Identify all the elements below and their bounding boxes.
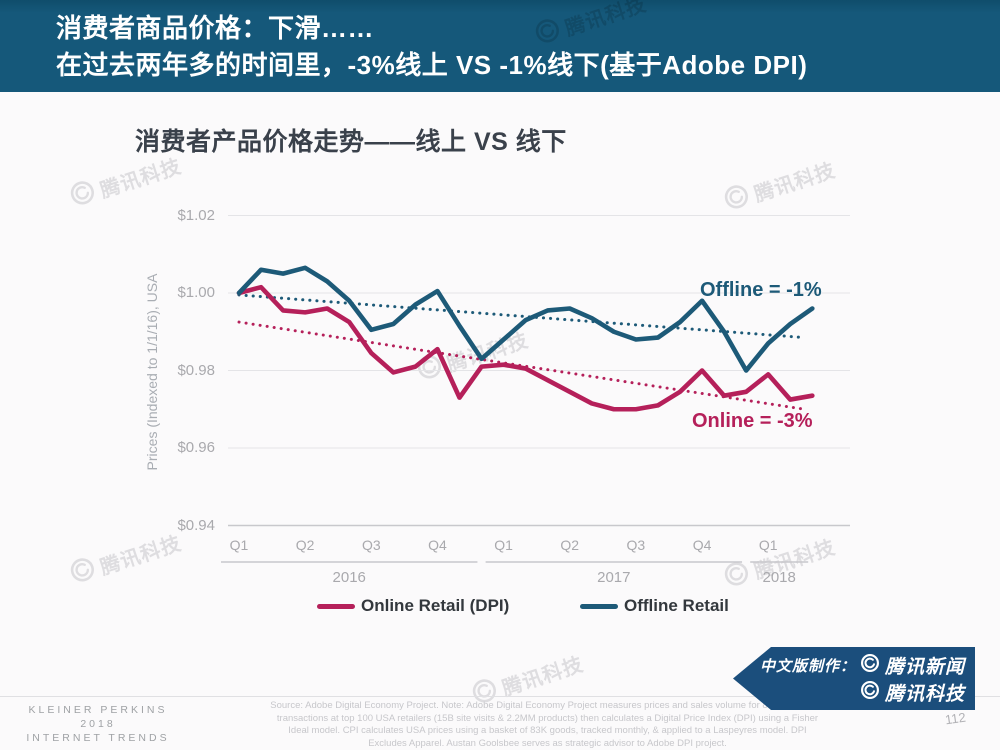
source-line: Excludes Apparel. Austan Goolsbee serves… [368, 737, 727, 749]
x-year-label: 2018 [762, 569, 796, 586]
y-tick-label: $0.96 [177, 439, 215, 456]
x-year-label: 2016 [332, 569, 366, 586]
legend-swatch [580, 603, 618, 609]
source-line: Source: Adobe Digital Economy Project. N… [270, 700, 825, 711]
trendline [237, 320, 806, 411]
header-banner: 消费者商品价格：下滑…… 在过去两年多的时间里，-3%线上 VS -1%线下(基… [0, 0, 1000, 92]
legend-label: Offline Retail [624, 596, 729, 615]
ribbon-tencent-tech-label: 腾讯科技 [884, 683, 965, 705]
tencent-tech-logo-icon [860, 680, 880, 705]
x-quarter-label: Q3 [626, 537, 646, 553]
banner-title-line1: 消费者商品价格：下滑…… [56, 13, 375, 43]
trendline [237, 293, 806, 340]
x-quarter-label: Q3 [361, 537, 381, 553]
y-tick-label: $0.98 [177, 361, 215, 379]
ribbon-tencent-news-label: 腾讯新闻 [884, 656, 965, 678]
kp-logo-line3: INTERNET TRENDS [26, 732, 170, 744]
footer-divider [0, 696, 1000, 697]
ribbon-row-2: 腾讯科技 [860, 679, 965, 706]
kleiner-perkins-logo: KLEINER PERKINS 2018 INTERNET TRENDS [18, 703, 178, 745]
source-line: transactions at top 100 USA retailers (1… [276, 712, 819, 724]
y-tick-label: $0.94 [177, 516, 215, 534]
chart-title: 消费者产品价格走势——线上 VS 线下 [135, 128, 567, 156]
legend-label: Online Retail (DPI) [361, 596, 510, 615]
x-quarter-label: Q1 [494, 537, 513, 553]
tencent-ribbon: 中文版制作： 腾讯新闻 腾讯科技 [733, 647, 975, 710]
banner-title-line2: 在过去两年多的时间里，-3%线上 VS -1%线下(基于Adobe DPI) [56, 50, 808, 80]
legend-item: Offline Retail [580, 596, 729, 616]
kp-logo-line1: KLEINER PERKINS [28, 704, 168, 716]
x-quarter-label: Q1 [229, 537, 249, 553]
legend-swatch [317, 603, 355, 609]
ribbon-row-1: 中文版制作： 腾讯新闻 [760, 652, 965, 679]
y-tick-label: $1.00 [177, 284, 215, 301]
series-line [236, 284, 815, 412]
banner-title: 消费者商品价格：下滑…… 在过去两年多的时间里，-3%线上 VS -1%线下(基… [56, 10, 807, 84]
annotation-online: Online = -3% [692, 410, 813, 432]
source-line: Ideal model. CPI calculates USA prices u… [288, 725, 807, 736]
series-line [236, 265, 815, 373]
x-quarter-label: Q1 [758, 537, 778, 553]
source-note: Source: Adobe Digital Economy Project. N… [235, 700, 860, 750]
ribbon-prefix: 中文版制作： [759, 657, 856, 675]
kp-logo-line2: 2018 [80, 718, 116, 730]
x-year-label: 2017 [597, 569, 631, 586]
x-quarter-label: Q4 [692, 537, 712, 553]
legend-item: Online Retail (DPI) [317, 596, 509, 616]
y-tick-label: $1.02 [177, 206, 215, 224]
x-quarter-label: Q4 [428, 537, 447, 553]
annotation-offline: Offline = -1% [700, 279, 822, 301]
tencent-news-logo-icon [860, 653, 880, 678]
x-quarter-label: Q2 [560, 537, 580, 553]
x-quarter-label: Q2 [295, 537, 315, 553]
